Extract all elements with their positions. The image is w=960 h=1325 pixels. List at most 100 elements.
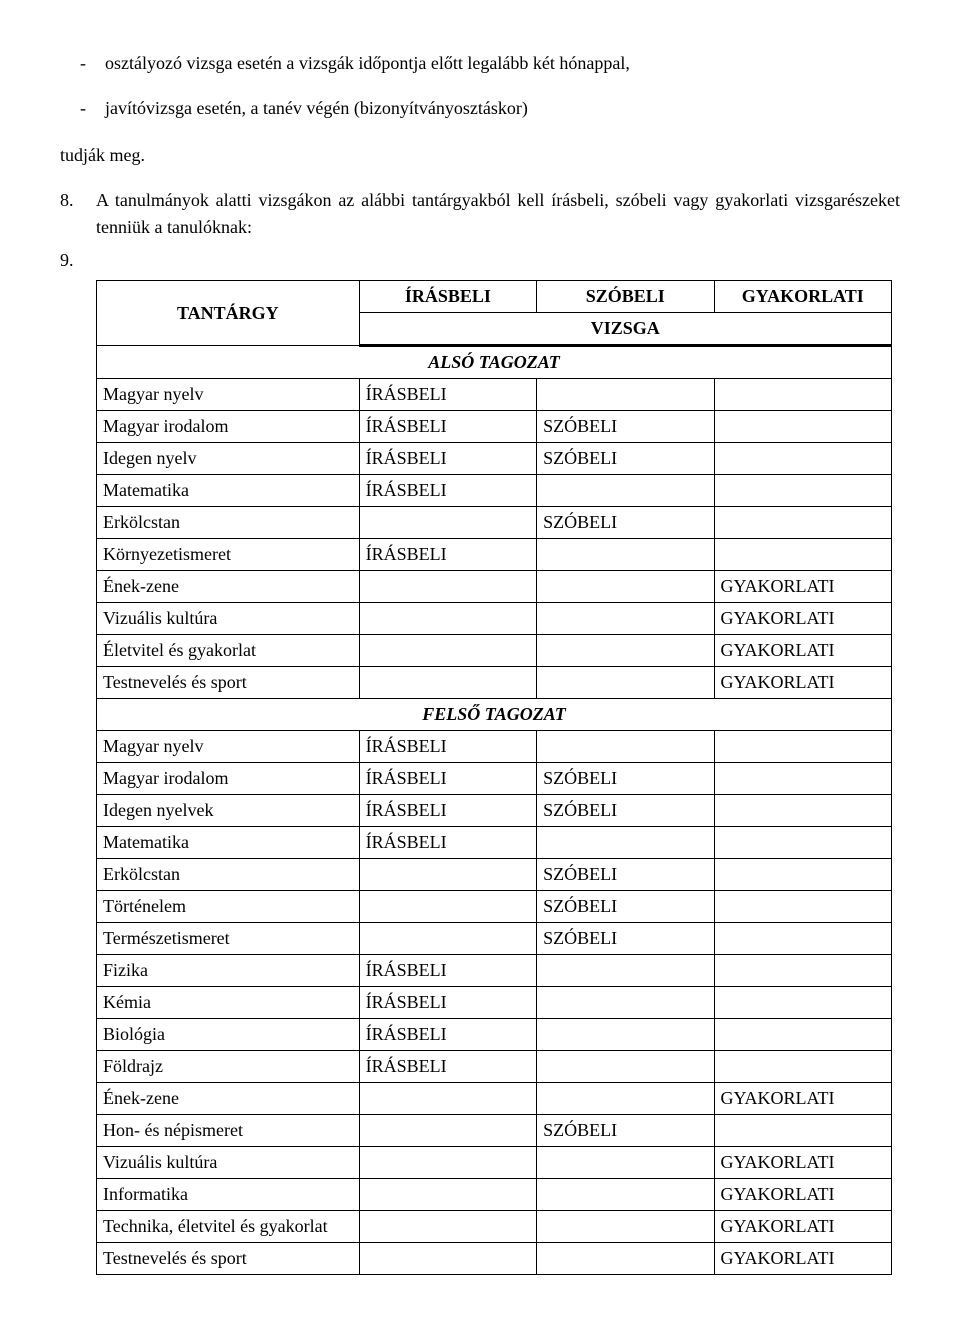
- irasbeli-cell: ÍRÁSBELI: [359, 1019, 536, 1051]
- bullet-item: - javítóvizsga esetén, a tanév végén (bi…: [60, 95, 900, 122]
- table-row: Idegen nyelvekÍRÁSBELISZÓBELI: [97, 795, 892, 827]
- irasbeli-cell: [359, 1083, 536, 1115]
- header-span: VIZSGA: [359, 313, 891, 346]
- gyakorlati-cell: [714, 1019, 891, 1051]
- subject-cell: Testnevelés és sport: [97, 1243, 360, 1275]
- irasbeli-cell: [359, 1211, 536, 1243]
- gyakorlati-cell: [714, 411, 891, 443]
- irasbeli-cell: ÍRÁSBELI: [359, 955, 536, 987]
- table-row: ErkölcstanSZÓBELI: [97, 859, 892, 891]
- num-mark: 9.: [60, 247, 96, 274]
- szobeli-cell: [537, 1211, 714, 1243]
- table-row: FizikaÍRÁSBELI: [97, 955, 892, 987]
- szobeli-cell: [537, 539, 714, 571]
- gyakorlati-cell: [714, 1115, 891, 1147]
- gyakorlati-cell: [714, 507, 891, 539]
- subject-cell: Ének-zene: [97, 1083, 360, 1115]
- irasbeli-cell: [359, 1179, 536, 1211]
- irasbeli-cell: ÍRÁSBELI: [359, 987, 536, 1019]
- subject-cell: Magyar nyelv: [97, 379, 360, 411]
- szobeli-cell: [537, 475, 714, 507]
- szobeli-cell: SZÓBELI: [537, 507, 714, 539]
- szobeli-cell: [537, 1179, 714, 1211]
- irasbeli-cell: ÍRÁSBELI: [359, 827, 536, 859]
- szobeli-cell: SZÓBELI: [537, 891, 714, 923]
- gyakorlati-cell: [714, 795, 891, 827]
- table-row: Vizuális kultúraGYAKORLATI: [97, 603, 892, 635]
- szobeli-cell: [537, 1019, 714, 1051]
- section-title-cell: FELSŐ TAGOZAT: [97, 699, 892, 731]
- gyakorlati-cell: [714, 1051, 891, 1083]
- num-text: [96, 247, 900, 274]
- section-title-cell: ALSÓ TAGOZAT: [97, 346, 892, 379]
- subject-cell: Magyar irodalom: [97, 763, 360, 795]
- header-col: GYAKORLATI: [714, 281, 891, 313]
- subject-cell: Fizika: [97, 955, 360, 987]
- header-col: SZÓBELI: [537, 281, 714, 313]
- gyakorlati-cell: [714, 955, 891, 987]
- subject-cell: Környezetismeret: [97, 539, 360, 571]
- table-row: ErkölcstanSZÓBELI: [97, 507, 892, 539]
- gyakorlati-cell: [714, 731, 891, 763]
- num-text: A tanulmányok alatti vizsgákon az alábbi…: [96, 187, 900, 241]
- szobeli-cell: SZÓBELI: [537, 1115, 714, 1147]
- bullet-list: - osztályozó vizsga esetén a vizsgák idő…: [60, 50, 900, 122]
- gyakorlati-cell: GYAKORLATI: [714, 1211, 891, 1243]
- subject-cell: Testnevelés és sport: [97, 667, 360, 699]
- gyakorlati-cell: GYAKORLATI: [714, 571, 891, 603]
- gyakorlati-cell: [714, 475, 891, 507]
- table-row: Magyar nyelvÍRÁSBELI: [97, 731, 892, 763]
- table-row: Technika, életvitel és gyakorlatGYAKORLA…: [97, 1211, 892, 1243]
- gyakorlati-cell: GYAKORLATI: [714, 603, 891, 635]
- table-row: FöldrajzÍRÁSBELI: [97, 1051, 892, 1083]
- subject-cell: Idegen nyelvek: [97, 795, 360, 827]
- szobeli-cell: [537, 1051, 714, 1083]
- szobeli-cell: SZÓBELI: [537, 923, 714, 955]
- bullet-mark: -: [60, 50, 105, 77]
- table-row: Életvitel és gyakorlat GYAKORLATI: [97, 635, 892, 667]
- irasbeli-cell: ÍRÁSBELI: [359, 475, 536, 507]
- table-row: Vizuális kultúra GYAKORLATI: [97, 1147, 892, 1179]
- szobeli-cell: [537, 731, 714, 763]
- subject-cell: Biológia: [97, 1019, 360, 1051]
- szobeli-cell: SZÓBELI: [537, 859, 714, 891]
- table-row: Magyar irodalomÍRÁSBELISZÓBELI: [97, 411, 892, 443]
- irasbeli-cell: ÍRÁSBELI: [359, 795, 536, 827]
- irasbeli-cell: [359, 635, 536, 667]
- table-row: BiológiaÍRÁSBELI: [97, 1019, 892, 1051]
- irasbeli-cell: [359, 1243, 536, 1275]
- subject-cell: Ének-zene: [97, 571, 360, 603]
- gyakorlati-cell: GYAKORLATI: [714, 1147, 891, 1179]
- subject-cell: Életvitel és gyakorlat: [97, 635, 360, 667]
- szobeli-cell: [537, 571, 714, 603]
- irasbeli-cell: ÍRÁSBELI: [359, 379, 536, 411]
- subject-cell: Vizuális kultúra: [97, 1147, 360, 1179]
- numbered-item: 9.: [60, 247, 900, 274]
- table-row: Testnevelés és sportGYAKORLATI: [97, 1243, 892, 1275]
- szobeli-cell: [537, 987, 714, 1019]
- gyakorlati-cell: [714, 923, 891, 955]
- subject-cell: Magyar nyelv: [97, 731, 360, 763]
- table-row: Ének-zene GYAKORLATI: [97, 571, 892, 603]
- gyakorlati-cell: GYAKORLATI: [714, 635, 891, 667]
- table-row: Magyar irodalomÍRÁSBELISZÓBELI: [97, 763, 892, 795]
- header-subject: TANTÁRGY: [97, 281, 360, 346]
- subject-cell: Földrajz: [97, 1051, 360, 1083]
- szobeli-cell: SZÓBELI: [537, 411, 714, 443]
- paragraph: tudják meg.: [60, 142, 900, 169]
- irasbeli-cell: [359, 859, 536, 891]
- bullet-item: - osztályozó vizsga esetén a vizsgák idő…: [60, 50, 900, 77]
- subject-cell: Matematika: [97, 827, 360, 859]
- szobeli-cell: [537, 379, 714, 411]
- szobeli-cell: SZÓBELI: [537, 795, 714, 827]
- gyakorlati-cell: [714, 763, 891, 795]
- gyakorlati-cell: [714, 443, 891, 475]
- table-row: TörténelemSZÓBELI: [97, 891, 892, 923]
- irasbeli-cell: [359, 923, 536, 955]
- szobeli-cell: [537, 603, 714, 635]
- szobeli-cell: [537, 1147, 714, 1179]
- table-row: KémiaÍRÁSBELI: [97, 987, 892, 1019]
- gyakorlati-cell: GYAKORLATI: [714, 667, 891, 699]
- irasbeli-cell: ÍRÁSBELI: [359, 539, 536, 571]
- irasbeli-cell: ÍRÁSBELI: [359, 1051, 536, 1083]
